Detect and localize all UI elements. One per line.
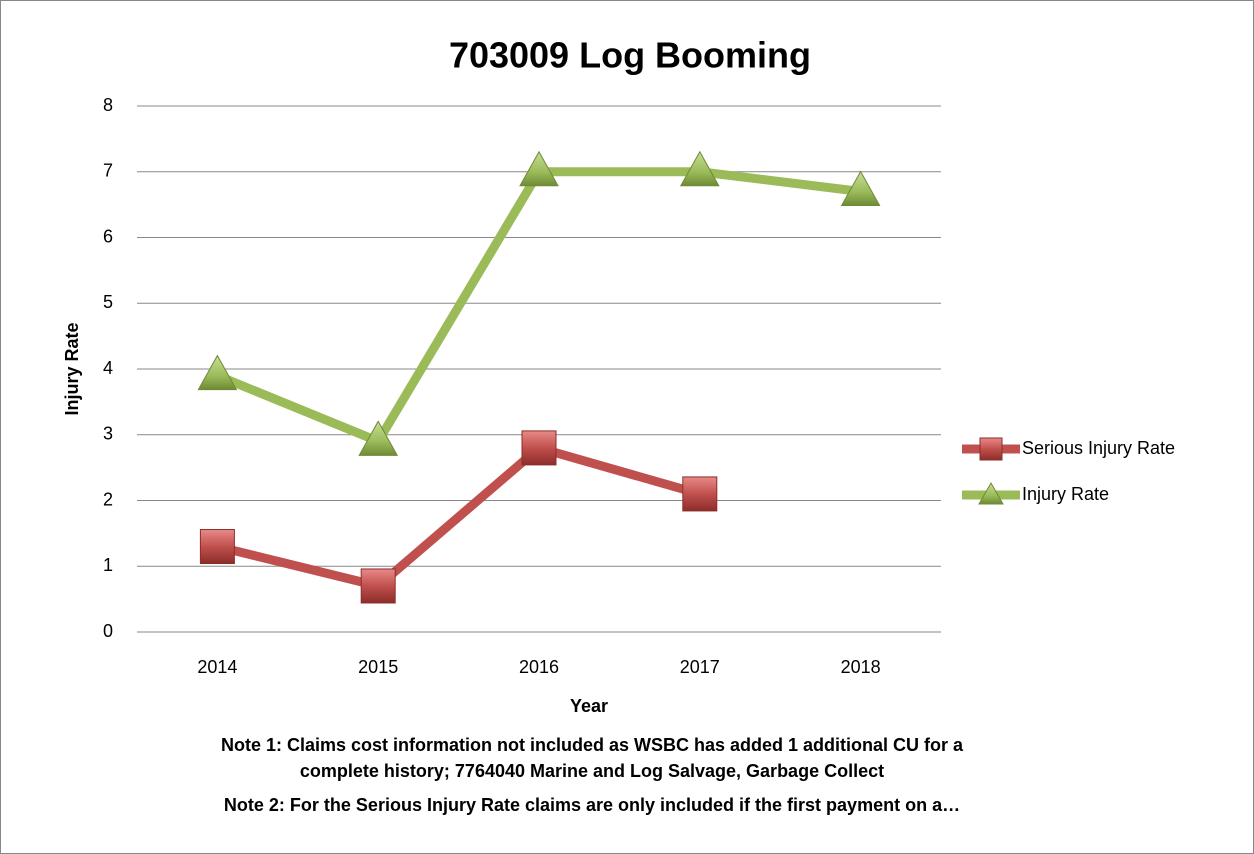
marker xyxy=(978,481,1004,505)
note: Note 1: Claims cost information not incl… xyxy=(221,735,964,755)
y-tick-label: 6 xyxy=(103,226,113,246)
y-tick-label: 7 xyxy=(103,161,113,181)
x-tick-label: 2014 xyxy=(197,657,237,677)
marker xyxy=(682,476,718,512)
x-axis-label: Year xyxy=(570,696,608,716)
marker xyxy=(519,150,559,187)
x-tick-label: 2018 xyxy=(841,657,881,677)
marker xyxy=(360,568,396,604)
legend-label: Injury Rate xyxy=(1022,484,1109,504)
series-line xyxy=(216,443,702,591)
note: Note 2: For the Serious Injury Rate clai… xyxy=(224,795,960,815)
marker xyxy=(679,150,720,187)
x-tick-label: 2016 xyxy=(519,657,559,677)
marker xyxy=(840,170,881,206)
y-tick-label: 5 xyxy=(103,292,113,312)
y-tick-label: 2 xyxy=(103,489,113,509)
note: complete history; 7764040 Marine and Log… xyxy=(300,761,884,781)
x-tick-label: 2017 xyxy=(680,657,720,677)
y-tick-label: 4 xyxy=(103,358,113,378)
marker xyxy=(979,437,1003,461)
y-tick-label: 1 xyxy=(103,555,113,575)
y-tick-label: 0 xyxy=(103,621,113,641)
y-axis-label: Injury Rate xyxy=(62,322,82,415)
marker xyxy=(521,430,557,466)
marker xyxy=(197,354,238,391)
y-tick-label: 8 xyxy=(103,95,113,115)
legend-label: Serious Injury Rate xyxy=(1022,438,1175,458)
chart-title: 703009 Log Booming xyxy=(449,35,811,76)
x-tick-label: 2015 xyxy=(358,657,398,677)
y-tick-label: 3 xyxy=(103,424,113,444)
marker xyxy=(199,529,235,565)
marker xyxy=(358,420,399,456)
